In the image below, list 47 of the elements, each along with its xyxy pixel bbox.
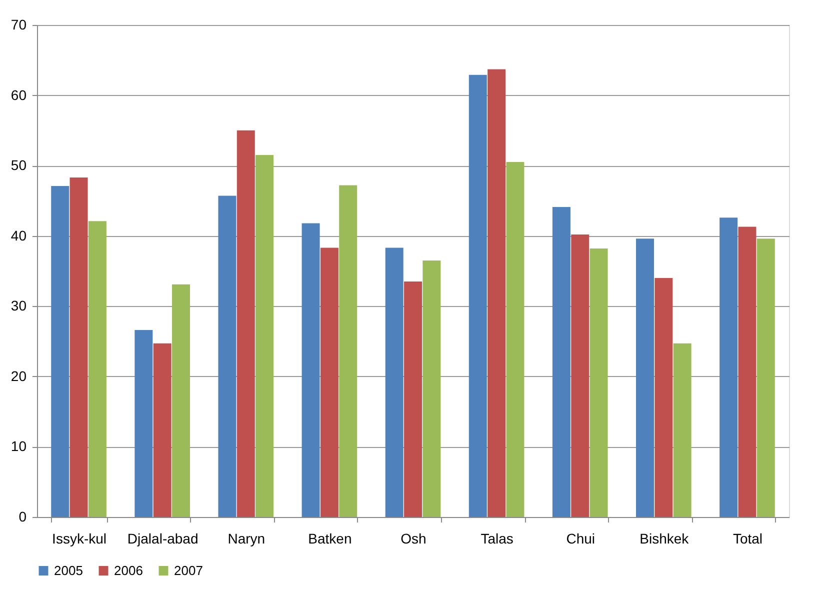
bar <box>218 196 236 517</box>
bar <box>488 69 506 517</box>
bar <box>506 162 524 517</box>
y-tick-label: 60 <box>10 86 27 103</box>
bar <box>590 248 608 517</box>
bar <box>756 238 775 517</box>
bar <box>236 130 255 517</box>
bar <box>654 278 673 517</box>
bar <box>153 343 172 517</box>
x-tick-label: Talas <box>480 530 514 546</box>
bar <box>404 282 422 517</box>
y-tick-label: 20 <box>10 368 27 384</box>
x-tick-label: Batken <box>308 530 352 546</box>
legend-label: 2005 <box>54 562 83 578</box>
x-tick-label: Issyk-kul <box>52 530 107 546</box>
y-tick-label: 50 <box>10 157 27 174</box>
bar <box>720 218 738 517</box>
bar <box>256 155 274 517</box>
bar <box>134 330 153 517</box>
bar <box>70 178 88 517</box>
legend-label: 2006 <box>114 562 143 578</box>
bar <box>51 186 70 517</box>
y-tick-label: 40 <box>10 227 27 244</box>
bar <box>385 248 404 517</box>
bar <box>468 74 487 517</box>
bar <box>571 234 590 517</box>
bar <box>422 260 441 517</box>
x-tick-label: Bishkek <box>640 530 690 546</box>
y-tick-label: 30 <box>10 298 27 314</box>
x-tick-label: Chui <box>566 530 596 546</box>
bar <box>552 207 570 517</box>
bar <box>636 238 654 517</box>
bar <box>738 226 756 517</box>
x-tick-label: Naryn <box>228 530 266 546</box>
legend-label: 2007 <box>174 562 203 578</box>
x-tick-label: Total <box>732 530 763 546</box>
x-tick-label: Osh <box>400 530 426 546</box>
bar <box>302 223 320 517</box>
bar <box>88 221 106 517</box>
y-tick-label: 10 <box>10 438 27 454</box>
bar <box>339 185 358 517</box>
x-tick-label: Djalal-abad <box>127 530 198 546</box>
y-tick-label: 70 <box>10 16 27 32</box>
y-tick-label: 0 <box>18 508 27 524</box>
bar <box>673 343 692 517</box>
bar <box>320 248 338 517</box>
bar <box>172 284 190 517</box>
